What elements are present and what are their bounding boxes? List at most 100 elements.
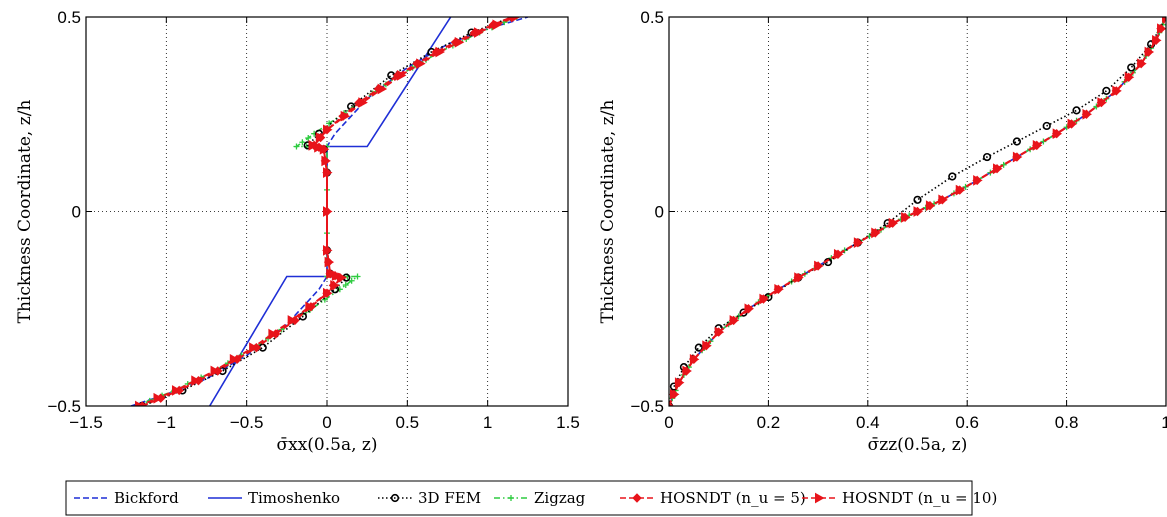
data-point-hosndt10 (955, 184, 966, 196)
data-point-zigzag (354, 273, 361, 280)
data-point-hosndt10 (973, 175, 983, 186)
data-point-hosndt10 (305, 301, 315, 313)
x-tick-label: 1 (1161, 413, 1167, 432)
data-point-hosndt10 (358, 97, 368, 108)
data-point-hosndt10 (1067, 118, 1078, 130)
data-point-hosndt10 (714, 326, 725, 338)
data-point-hosndt10 (1144, 46, 1155, 58)
data-point-hosndt10 (323, 167, 333, 178)
legend-marker-fem (390, 493, 400, 503)
data-point-hosndt10 (901, 211, 911, 223)
data-point-fem (1042, 121, 1051, 131)
x-axis-label: σ̄xx(0.5a, z) (277, 435, 378, 455)
x-tick-label: 0.6 (955, 413, 979, 432)
data-point-hosndt10 (321, 155, 331, 167)
legend-item-timoshenko: Timoshenko (208, 489, 340, 507)
data-point-zigzag (348, 277, 355, 284)
y-tick-label: 0.5 (57, 8, 81, 27)
data-point-hosndt10 (377, 83, 388, 95)
legend-box (65, 480, 973, 516)
data-point-hosndt10 (326, 268, 336, 280)
series-bickford (130, 17, 529, 406)
series-hosndt10 (669, 17, 1166, 406)
data-point-hosndt10 (268, 328, 278, 340)
x-tick-label: −1 (157, 413, 176, 432)
data-point-hosndt10 (759, 293, 769, 305)
x-axis-label: σ̄zz(0.5a, z) (868, 435, 968, 455)
data-point-hosndt10 (993, 163, 1003, 175)
data-point-hosndt10 (340, 110, 351, 122)
legend-marker-hosndt10 (815, 492, 825, 504)
legend-item-bickford: Bickford (74, 489, 179, 507)
legend-item-hosndt10: HOSNDT (n_u = 10) (802, 489, 997, 507)
data-point-hosndt10 (510, 17, 521, 23)
legend-marker-hosndt5 (632, 493, 642, 503)
data-point-hosndt10 (888, 217, 899, 229)
legend-label-fem: 3D FEM (418, 489, 481, 507)
data-point-hosndt10 (853, 237, 864, 248)
data-point-hosndt10 (1012, 151, 1023, 163)
data-point-hosndt10 (1137, 58, 1147, 70)
x-tick-label: 0 (664, 413, 673, 432)
data-point-zigzag (1040, 138, 1047, 145)
data-point-hosndt10 (287, 315, 298, 326)
legend-label-hosndt5: HOSNDT (n_u = 5) (660, 489, 806, 507)
data-point-fem (1102, 86, 1111, 96)
data-point-zigzag (321, 296, 328, 303)
data-point-hosndt10 (1152, 34, 1162, 46)
x-tick-label: 0.5 (396, 413, 420, 432)
data-point-fem (1012, 137, 1022, 146)
data-point-hosndt10 (323, 206, 333, 217)
x-tick-label: −1.5 (69, 413, 103, 432)
data-point-hosndt10 (210, 365, 221, 377)
data-point-fem (948, 172, 957, 181)
data-point-hosndt10 (135, 400, 145, 406)
data-point-hosndt10 (396, 69, 407, 81)
plot-left: −1.5 −1 −0.5 0 0.5 1 1.5 −0.5 0 0.5 σ̄xx(0.5a, z) T… (15, 8, 580, 455)
data-point-hosndt10 (794, 272, 804, 283)
x-tick-label: 0 (322, 413, 331, 432)
data-point-hosndt10 (774, 283, 784, 295)
legend-item-zigzag: Zigzag (494, 489, 586, 507)
data-point-hosndt10 (1157, 23, 1166, 35)
data-point-hosndt10 (474, 27, 484, 38)
data-point-hosndt10 (938, 194, 948, 206)
data-point-hosndt10 (702, 340, 712, 352)
data-point-hosndt10 (1112, 85, 1122, 97)
data-point-hosndt10 (833, 248, 844, 260)
legend: Bickford Timoshenko 3D FEM Zigzag HOSNDT (n_… (65, 480, 997, 516)
data-point-hosndt10 (674, 377, 685, 389)
data-point-hosndt10 (323, 124, 333, 136)
data-point-fem (694, 343, 703, 352)
legend-label-timoshenko: Timoshenko (248, 489, 340, 507)
y-tick-label: 0 (655, 203, 664, 222)
y-axis-label: Thickness Coordinate, z/h (15, 100, 35, 324)
x-tick-label: 0.8 (1055, 413, 1079, 432)
data-point-hosndt10 (323, 287, 333, 299)
legend-item-fem: 3D FEM (378, 489, 481, 507)
data-point-hosndt10 (308, 140, 319, 151)
series-hosndt10 (135, 17, 521, 406)
data-point-hosndt10 (324, 256, 335, 268)
y-axis-label: Thickness Coordinate, z/h (598, 100, 618, 324)
data-point-hosndt10 (669, 388, 680, 400)
data-point-hosndt10 (913, 206, 924, 217)
data-point-hosndt10 (315, 132, 326, 143)
data-point-hosndt10 (682, 365, 692, 377)
data-point-hosndt10 (1097, 97, 1107, 108)
data-point-hosndt10 (1082, 108, 1092, 120)
x-tick-label: 0.2 (757, 413, 781, 432)
data-point-zigzag (305, 134, 312, 141)
data-point-hosndt10 (416, 58, 426, 70)
legend-label-zigzag: Zigzag (534, 489, 586, 507)
data-point-hosndt10 (689, 353, 700, 365)
plot-right: 0 0.2 0.4 0.6 0.8 1−0.500.5σ̄zz(0.5a, z)Thick… (598, 8, 1167, 455)
y-tick-label: −0.5 (630, 397, 664, 416)
legend-label-bickford: Bickford (114, 489, 179, 507)
data-point-hosndt10 (1052, 128, 1063, 140)
series-line-fem (669, 17, 1166, 406)
x-tick-label: 1.5 (556, 413, 580, 432)
data-point-fem (1127, 63, 1136, 72)
data-point-hosndt10 (249, 342, 259, 354)
